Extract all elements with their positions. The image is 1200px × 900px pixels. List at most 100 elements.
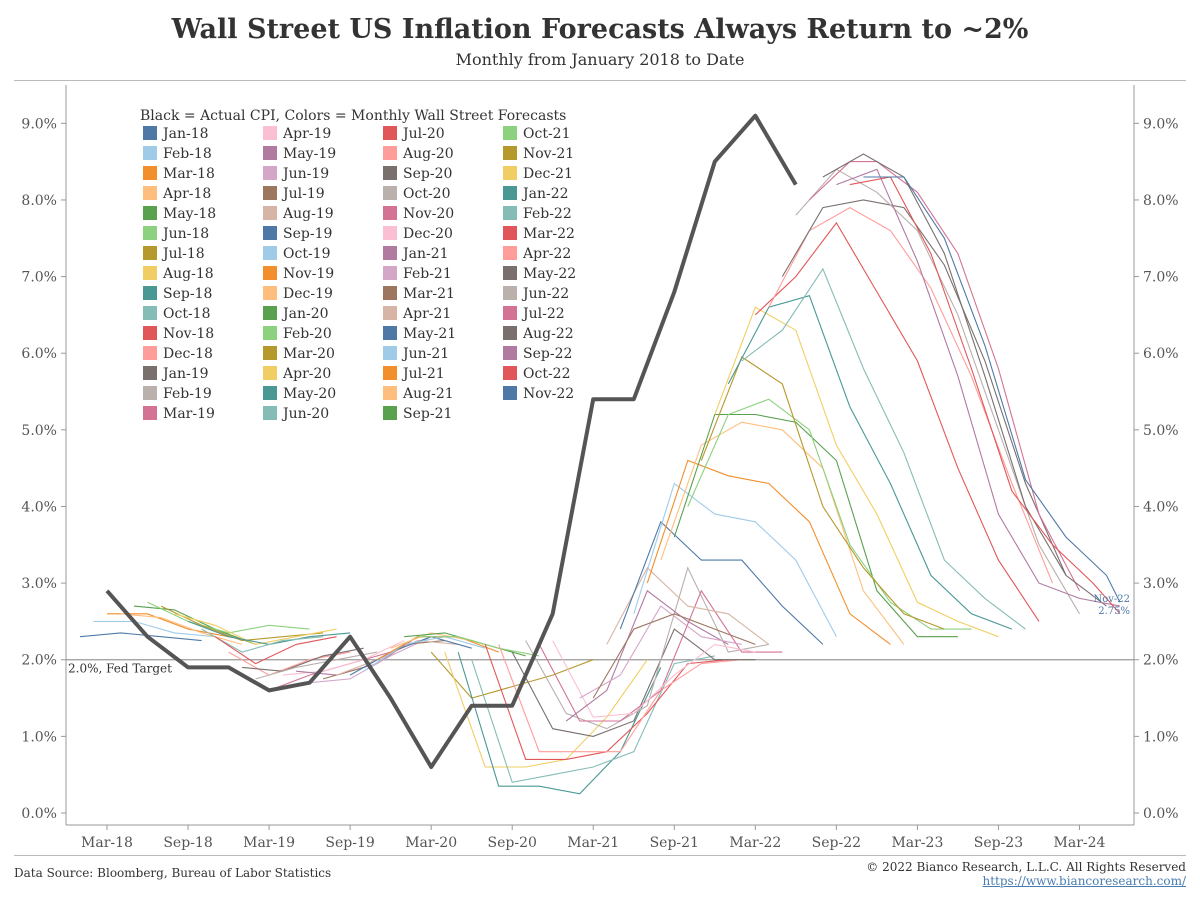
top-divider (14, 80, 1186, 81)
y-tick-label-right: 4.0% (1143, 499, 1179, 515)
forecast-line-mar-20 (430, 651, 594, 699)
legend-item-label: May-21 (403, 326, 456, 342)
legend-item-label: Jun-20 (281, 406, 329, 422)
legend-item-label: Jul-21 (401, 366, 445, 382)
website-link[interactable]: https://www.biancoresearch.com/ (982, 874, 1186, 888)
legend-item-label: Jan-19 (161, 366, 209, 382)
legend-item-label: Dec-19 (283, 286, 333, 302)
legend-swatch (503, 226, 517, 240)
actual-cpi-layer (105, 113, 798, 769)
forecast-line-jan-22 (727, 295, 1013, 630)
legend-swatch (263, 126, 277, 140)
forecast-line-dec-18 (228, 651, 351, 676)
forecast-line-jun-22 (795, 168, 1080, 615)
legend-swatch (383, 326, 397, 340)
legend-swatch (383, 226, 397, 240)
legend-item-label: Dec-20 (403, 226, 453, 242)
forecast-line-apr-20 (444, 651, 648, 768)
x-tick-label: Mar-18 (81, 835, 133, 851)
fed-target-label: 2.0%, Fed Target (68, 662, 172, 676)
legend-swatch (383, 386, 397, 400)
forecast-line-feb-18 (93, 620, 216, 638)
chart-legend: Black = Actual CPI, Colors = Monthly Wal… (140, 108, 576, 422)
legend-swatch (143, 266, 157, 280)
legend-item-label: Feb-20 (283, 326, 332, 342)
legend-swatch (143, 406, 157, 420)
legend-swatch (143, 286, 157, 300)
bottom-divider (14, 855, 1186, 856)
forecast-line-aug-19 (336, 640, 459, 676)
legend-swatch (383, 186, 397, 200)
y-tick-label-right: 2.0% (1143, 653, 1179, 669)
legend-swatch (503, 346, 517, 360)
forecast-line-apr-18 (120, 613, 243, 645)
legend-item-label: Jan-20 (281, 306, 329, 322)
legend-item-label: Mar-20 (283, 346, 335, 362)
y-tick-label-right: 8.0% (1143, 193, 1179, 209)
legend-swatch (383, 306, 397, 320)
forecast-line-nov-20 (538, 589, 783, 722)
forecast-line-apr-19 (282, 640, 405, 676)
legend-swatch (143, 226, 157, 240)
y-tick-label-left: 8.0% (21, 193, 57, 209)
forecast-line-sep-20 (511, 628, 756, 737)
fed-target-layer: 2.0%, Fed Target (66, 659, 1134, 676)
x-tick-label: Sep-19 (325, 835, 374, 851)
legend-swatch (143, 126, 157, 140)
legend-item-label: Aug-20 (402, 146, 454, 162)
legend-swatch (503, 126, 517, 140)
legend-swatch (143, 346, 157, 360)
legend-title: Black = Actual CPI, Colors = Monthly Wal… (140, 108, 566, 124)
legend-swatch (503, 206, 517, 220)
page-subtitle: Monthly from January 2018 to Date (455, 50, 745, 69)
legend-swatch (143, 246, 157, 260)
y-tick-label-left: 4.0% (21, 499, 57, 515)
legend-item-label: Nov-19 (283, 266, 334, 282)
x-tick-label: Sep-23 (974, 835, 1023, 851)
x-tick-label: Mar-21 (567, 835, 619, 851)
legend-item-label: Sep-19 (283, 226, 332, 242)
legend-swatch (263, 226, 277, 240)
x-tick-label: Sep-21 (650, 835, 699, 851)
legend-item-label: Jul-18 (161, 246, 205, 262)
legend-item-label: May-18 (163, 206, 216, 222)
legend-item-label: Jun-18 (161, 226, 209, 242)
legend-swatch (263, 406, 277, 420)
legend-item-label: Dec-18 (163, 346, 213, 362)
y-tick-label-right: 3.0% (1143, 576, 1179, 592)
legend-swatch (263, 186, 277, 200)
forecast-line-aug-21 (660, 421, 905, 645)
forecast-line-jun-18 (147, 601, 310, 634)
legend-item-label: May-19 (283, 146, 336, 162)
forecast-line-mar-21 (592, 613, 756, 699)
page-title: Wall Street US Inflation Forecasts Alway… (171, 14, 1029, 45)
legend-swatch (143, 146, 157, 160)
legend-item-label: Nov-22 (523, 386, 574, 402)
legend-item-label: May-22 (523, 266, 576, 282)
forecast-line-nov-21 (700, 356, 945, 630)
legend-item-label: Mar-19 (163, 406, 215, 422)
legend-item-label: Feb-19 (163, 386, 212, 402)
legend-item-label: Nov-18 (163, 326, 214, 342)
forecast-line-apr-22 (768, 206, 1054, 584)
legend-swatch (143, 366, 157, 380)
data-source-note: Data Source: Bloomberg, Bureau of Labor … (14, 866, 332, 880)
forecast-line-aug-18 (174, 613, 337, 645)
forecast-line-mar-22 (754, 221, 1040, 622)
legend-swatch (503, 306, 517, 320)
legend-item-label: Oct-22 (523, 366, 571, 382)
legend-swatch (143, 166, 157, 180)
y-tick-label-right: 0.0% (1143, 806, 1179, 822)
x-tick-label: Mar-19 (243, 835, 295, 851)
forecast-line-aug-22 (822, 153, 1107, 607)
legend-swatch (383, 246, 397, 260)
x-tick-label: Sep-22 (812, 835, 861, 851)
legend-swatch (263, 366, 277, 380)
legend-swatch (383, 266, 397, 280)
legend-item-label: Jan-21 (401, 246, 449, 262)
legend-swatch (143, 326, 157, 340)
legend-swatch (503, 286, 517, 300)
legend-swatch (503, 266, 517, 280)
legend-swatch (383, 366, 397, 380)
